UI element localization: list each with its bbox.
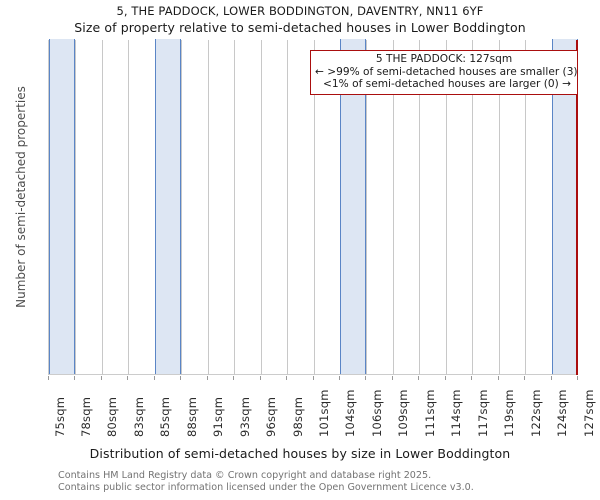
bar xyxy=(154,39,182,374)
x-axis-tick-label: 114sqm xyxy=(449,389,464,437)
x-axis-tick-mark xyxy=(418,376,420,380)
x-axis-tick-mark xyxy=(100,376,102,380)
x-axis-tick-label: 75sqm xyxy=(52,396,67,437)
gridline xyxy=(75,40,77,375)
x-axis-tick-label: 98sqm xyxy=(290,396,305,437)
x-axis-tick-mark xyxy=(471,376,473,380)
x-axis-tick-label: 117sqm xyxy=(475,389,490,437)
x-axis-tick-label: 101sqm xyxy=(317,389,331,437)
x-axis-tick-label: 124sqm xyxy=(555,389,570,437)
x-axis-tick-label: 80sqm xyxy=(105,396,120,437)
x-axis-tick-mark xyxy=(550,376,552,380)
attribution-footer: Contains HM Land Registry data © Crown c… xyxy=(58,470,598,493)
x-axis-tick-label: 119sqm xyxy=(502,389,517,437)
x-axis-tick-label: 78sqm xyxy=(78,396,93,437)
x-axis-tick-mark xyxy=(153,376,155,380)
annotation-larger-text: <1% of semi-detached houses are larger (… xyxy=(323,78,571,90)
property-annotation-box: 5 THE PADDOCK: 127sqm ← >99% of semi-det… xyxy=(310,50,578,95)
x-axis-tick-label: 127sqm xyxy=(581,389,596,437)
bar xyxy=(49,39,76,374)
gridline xyxy=(392,40,394,375)
x-axis-tick-mark xyxy=(48,376,49,380)
x-axis-tick-mark xyxy=(312,376,314,380)
x-axis-tick-label: 85sqm xyxy=(158,396,173,437)
gridline xyxy=(498,40,500,375)
gridline xyxy=(525,40,527,375)
x-axis-tick-mark xyxy=(391,376,393,380)
x-axis-tick-label: 91sqm xyxy=(211,396,226,437)
x-axis-label: Distribution of semi-detached houses by … xyxy=(89,446,511,461)
gridline xyxy=(101,40,103,375)
gridline xyxy=(366,40,368,375)
x-axis-tick-label: 83sqm xyxy=(131,396,146,437)
x-axis-tick-mark xyxy=(365,376,367,380)
bar xyxy=(339,39,367,374)
property-marker-line xyxy=(576,40,578,375)
gridline xyxy=(260,40,262,375)
chart-subtitle: Size of property relative to semi-detach… xyxy=(74,20,526,35)
gridline xyxy=(128,40,130,375)
chart-header: 5, THE PADDOCK, LOWER BODDINGTON, DAVENT… xyxy=(0,4,600,36)
x-axis-tick-mark xyxy=(497,376,499,380)
footer-line-2: Contains public sector information licen… xyxy=(58,481,474,493)
x-axis-tick-label: 109sqm xyxy=(396,389,411,437)
gridline xyxy=(313,40,315,375)
x-axis-tick-mark xyxy=(206,376,208,380)
x-axis-tick-label: 111sqm xyxy=(422,389,437,437)
x-axis-tick-label: 106sqm xyxy=(369,389,384,437)
page-title: 5, THE PADDOCK, LOWER BODDINGTON, DAVENT… xyxy=(116,4,484,18)
x-axis-tick-label: 88sqm xyxy=(184,396,199,437)
x-axis-tick-mark xyxy=(259,376,261,380)
x-axis-tick-label: 96sqm xyxy=(264,396,279,437)
gridline xyxy=(181,40,183,375)
x-axis-tick-label: 93sqm xyxy=(237,396,252,437)
gridline xyxy=(445,40,447,375)
footer-line-1: Contains HM Land Registry data © Crown c… xyxy=(58,470,432,481)
gridline xyxy=(234,40,236,375)
x-axis-tick-mark xyxy=(74,376,76,380)
annotation-smaller-text: ← >99% of semi-detached houses are small… xyxy=(315,65,578,78)
x-axis-tick-mark xyxy=(286,376,288,380)
gridline xyxy=(207,40,209,375)
x-axis-tick-label: 122sqm xyxy=(528,389,543,437)
gridline xyxy=(419,40,421,375)
x-axis-tick-mark xyxy=(180,376,182,380)
x-axis-tick-mark xyxy=(577,376,578,380)
x-axis-tick-mark xyxy=(233,376,235,380)
x-axis-tick-mark xyxy=(444,376,446,380)
x-axis-tick-mark xyxy=(338,376,340,380)
gridline xyxy=(287,40,289,375)
x-axis-tick-mark xyxy=(127,376,129,380)
x-axis-tick-mark xyxy=(524,376,526,380)
plot-area xyxy=(48,39,578,375)
x-axis-tick-label: 104sqm xyxy=(343,389,358,437)
annotation-title: 5 THE PADDOCK: 127sqm xyxy=(375,53,513,65)
gridline xyxy=(472,40,474,375)
y-axis-label: Number of semi-detached properties xyxy=(14,86,28,308)
